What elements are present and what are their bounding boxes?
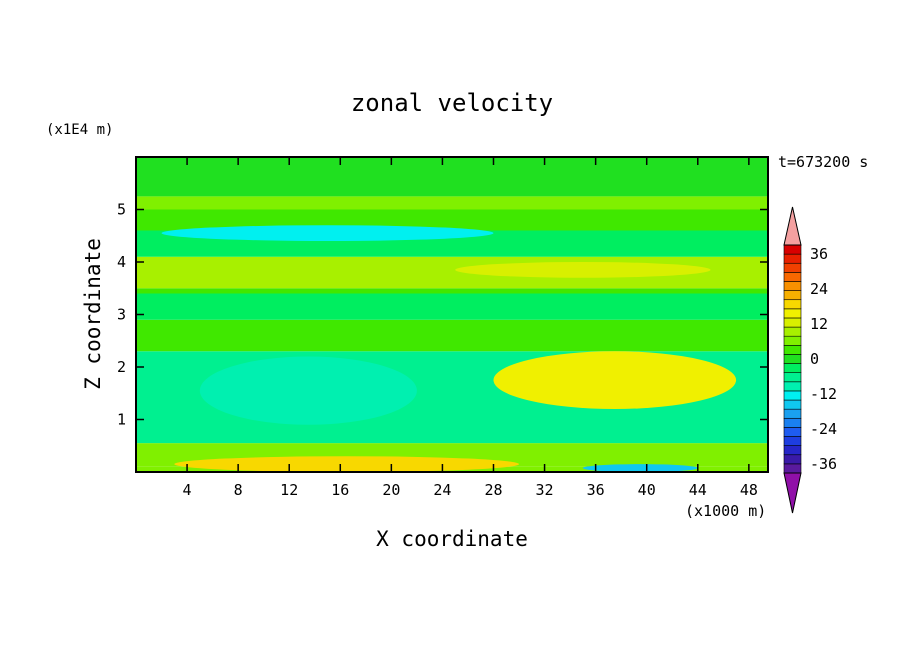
field-feature-5	[161, 225, 494, 241]
colorbar-swatch	[783, 454, 802, 465]
time-label: t=673200 s	[778, 153, 868, 171]
x-axis-label: X coordinate	[376, 527, 528, 551]
y-tick-label: 4	[117, 253, 126, 271]
y-unit-label: (x1E4 m)	[46, 122, 113, 138]
field-feature-0	[174, 456, 520, 472]
field-band-10	[136, 157, 768, 197]
colorbar-swatch	[783, 335, 802, 346]
colorbar-swatch	[783, 363, 802, 373]
colorbar-swatch	[783, 463, 802, 474]
colorbar-swatch	[783, 244, 802, 255]
field-band-9	[136, 196, 768, 210]
chart-title: zonal velocity	[351, 89, 553, 117]
x-tick-label: 12	[280, 481, 298, 499]
colorbar-swatch	[783, 372, 802, 383]
colorbar: -36 -24 -12 0 12 24 36	[783, 206, 837, 514]
colorbar-swatch	[783, 427, 802, 437]
x-ticks: 4 8 12 16 20 24 28 32 36 40 44 48	[183, 157, 758, 499]
colorbar-tick-label: -36	[810, 455, 837, 473]
colorbar-swatch	[783, 345, 802, 355]
colorbar-swatch	[783, 417, 802, 428]
colorbar-swatch	[783, 436, 802, 446]
colorbar-tick-label: 24	[810, 280, 828, 298]
colorbar-tick-label: -12	[810, 385, 837, 403]
colorbar-over-arrow	[783, 206, 802, 246]
x-tick-label: 16	[331, 481, 349, 499]
field-feature-1	[582, 464, 698, 472]
colorbar-tick-label: 36	[810, 245, 828, 263]
field-band-5	[136, 288, 768, 294]
colorbar-under-arrow	[783, 472, 802, 514]
x-tick-label: 48	[740, 481, 758, 499]
colorbar-tick-label: 0	[810, 350, 819, 368]
colorbar-swatch	[783, 399, 802, 410]
x-tick-label: 20	[382, 481, 400, 499]
y-tick-label: 3	[117, 306, 126, 324]
colorbar-swatch	[783, 281, 802, 291]
x-tick-label: 4	[183, 481, 192, 499]
colorbar-swatch	[783, 354, 802, 364]
x-tick-label: 28	[484, 481, 502, 499]
colorbar-swatch	[783, 299, 802, 310]
colorbar-swatch	[783, 381, 802, 392]
x-tick-label: 32	[536, 481, 554, 499]
field-feature-3	[493, 351, 737, 409]
x-tick-label: 44	[689, 481, 707, 499]
x-tick-label: 24	[433, 481, 451, 499]
colorbar-swatch	[783, 408, 802, 419]
colorbar-swatch	[783, 326, 802, 337]
colorbar-tick-label: -24	[810, 420, 837, 438]
x-tick-label: 8	[234, 481, 243, 499]
colorbar-swatch	[783, 272, 802, 282]
x-tick-label: 36	[587, 481, 605, 499]
field-band-4	[136, 293, 768, 320]
y-ticks: 1 2 3 4 5	[117, 201, 768, 429]
x-tick-label: 40	[638, 481, 656, 499]
velocity-field	[136, 157, 768, 472]
field-band-3	[136, 319, 768, 352]
y-axis-label: Z coordinate	[81, 238, 105, 390]
field-feature-2	[199, 356, 417, 425]
field-band-8	[136, 209, 768, 231]
y-tick-label: 5	[117, 201, 126, 219]
colorbar-tick-label: 12	[810, 315, 828, 333]
colorbar-swatch	[783, 308, 802, 319]
colorbar-swatch	[783, 253, 802, 264]
x-unit-label: (x1000 m)	[685, 502, 766, 520]
y-tick-label: 1	[117, 411, 126, 429]
field-feature-4	[455, 262, 711, 278]
y-tick-label: 2	[117, 358, 126, 376]
colorbar-swatch	[783, 262, 802, 273]
colorbar-swatch	[783, 290, 802, 301]
colorbar-swatch	[783, 445, 802, 456]
colorbar-swatch	[783, 317, 802, 328]
colorbar-swatch	[783, 390, 802, 401]
